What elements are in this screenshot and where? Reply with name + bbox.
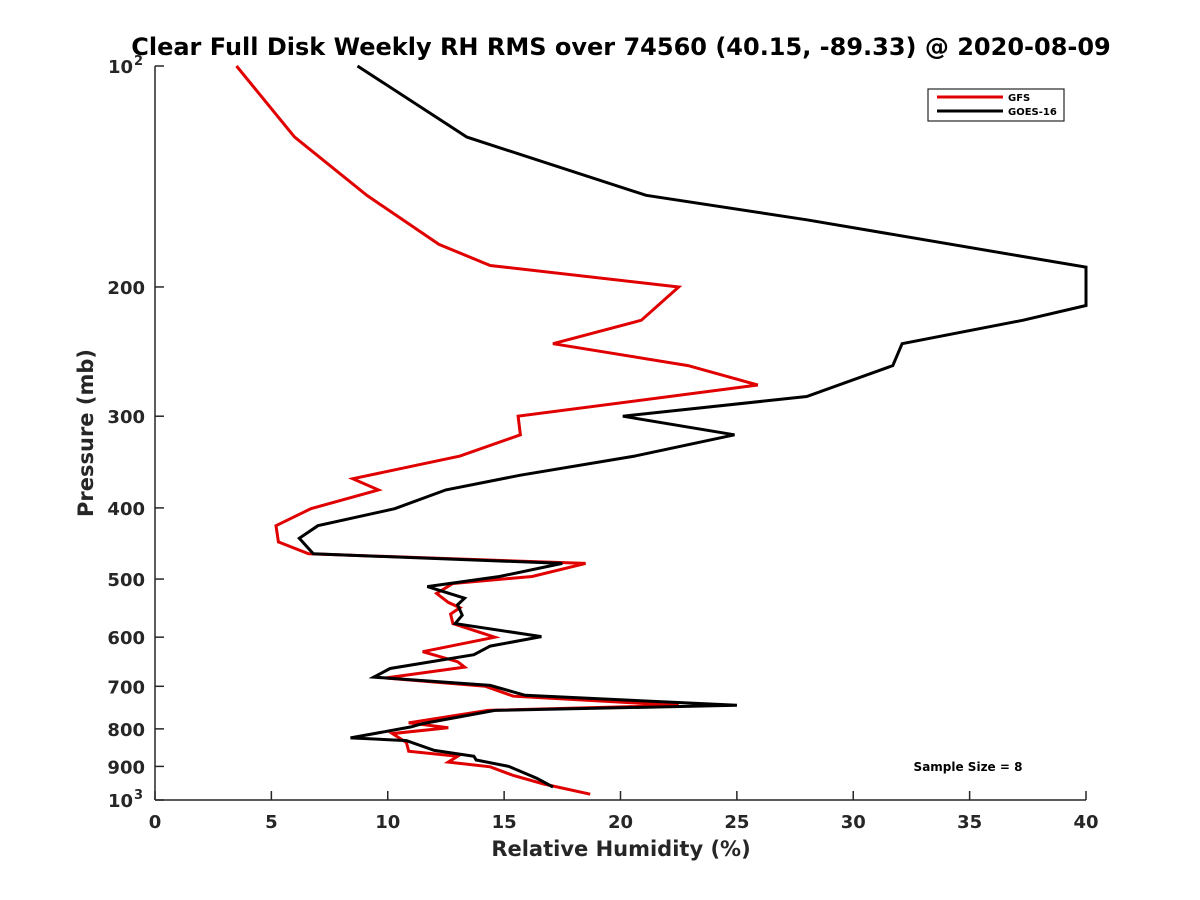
x-tick-label: 20: [608, 812, 633, 833]
x-tick-label: 35: [957, 812, 982, 833]
y-tick-label: 400: [107, 499, 145, 520]
x-tick-label: 25: [724, 812, 749, 833]
x-tick-label: 0: [149, 812, 162, 833]
y-tick-exponent: 2: [134, 54, 143, 69]
legend-entry-goes16: GOES-16: [1008, 107, 1057, 118]
x-tick-label: 5: [265, 812, 278, 833]
y-axis-label: Pressure (mb): [74, 349, 98, 517]
sample-size-annotation: Sample Size = 8: [914, 760, 1023, 774]
legend-box: [927, 88, 1065, 122]
x-axis-label: Relative Humidity (%): [491, 837, 750, 861]
y-tick-label: 300: [107, 407, 145, 428]
legend: GFS GOES-16: [927, 88, 1065, 122]
y-tick-exponent: 3: [134, 788, 143, 803]
x-tick-label: 10: [375, 812, 400, 833]
y-tick-label: 900: [107, 757, 145, 778]
y-tick-label: 10: [108, 791, 133, 812]
y-tick-label: 700: [107, 677, 145, 698]
y-tick-label: 200: [107, 278, 145, 299]
y-tick-label: 600: [107, 628, 145, 649]
y-tick-label: 800: [107, 720, 145, 741]
series-layer: [235, 64, 1088, 796]
legend-entry-gfs: GFS: [1008, 93, 1030, 104]
x-axis-ticks: 0 5 10 15 20 25 30 35 40: [149, 791, 1099, 833]
series-line-gfs: [235, 65, 759, 796]
series-line-goes16: [297, 64, 1088, 789]
chart-title: Clear Full Disk Weekly RH RMS over 74560…: [131, 33, 1111, 61]
x-tick-label: 15: [492, 812, 517, 833]
x-tick-label: 40: [1073, 812, 1098, 833]
y-tick-label: 500: [107, 570, 145, 591]
x-tick-label: 30: [841, 812, 866, 833]
y-tick-label: 10: [108, 57, 133, 78]
plot-area: 0 5 10 15 20 25 30 35 40 10 220030040050060070080…: [107, 54, 1098, 833]
